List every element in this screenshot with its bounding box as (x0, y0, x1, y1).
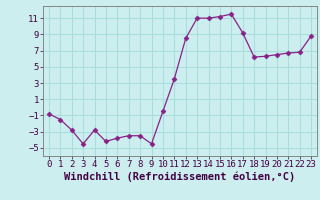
X-axis label: Windchill (Refroidissement éolien,°C): Windchill (Refroidissement éolien,°C) (64, 172, 296, 182)
